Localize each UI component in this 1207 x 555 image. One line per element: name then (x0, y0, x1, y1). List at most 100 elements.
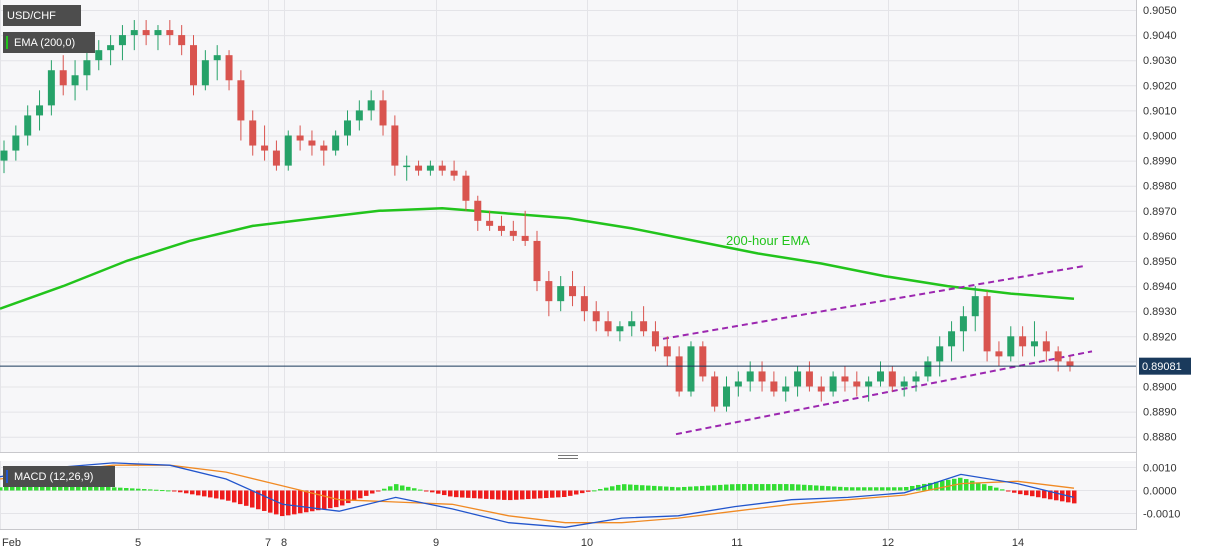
candle-down (320, 145, 328, 151)
time-axis: Feb 5 7 8 9 10 11 12 14 (2, 537, 1024, 549)
histogram-bar (886, 487, 891, 491)
histogram-bar (40, 484, 45, 491)
histogram-bar (736, 484, 741, 491)
channel-upper-line (662, 265, 1085, 340)
histogram-bar (742, 484, 747, 491)
candle-down (663, 346, 671, 357)
candle-down (296, 135, 304, 141)
histogram-bar (1018, 490, 1023, 495)
candle-up (343, 120, 351, 136)
candle-up (332, 135, 340, 151)
indicator-tag[interactable]: EMA (200,0) (3, 32, 95, 53)
histogram-bar (814, 485, 819, 491)
candle-down (580, 296, 588, 312)
macd-label: MACD (12,26,9) (14, 471, 93, 483)
candle-up (107, 45, 115, 51)
macd-tag[interactable]: MACD (12,26,9) (3, 466, 115, 487)
histogram-bar (934, 481, 939, 491)
candle-down (486, 220, 494, 226)
histogram-bar (970, 480, 975, 491)
histogram-bar (550, 490, 555, 498)
histogram-bar (766, 484, 771, 491)
histogram-bar (262, 490, 267, 511)
price-tick-label: 0.9030 (1143, 55, 1177, 67)
candle-up (24, 115, 32, 136)
candle-up (118, 35, 126, 46)
histogram-bar (526, 490, 531, 500)
histogram-bar (448, 490, 453, 497)
price-tick-label: 0.8880 (1143, 432, 1177, 444)
time-tick-label: 8 (281, 537, 287, 549)
pane-resize-handle[interactable] (558, 455, 578, 459)
histogram-bar (208, 490, 213, 498)
histogram-bar (388, 486, 393, 491)
histogram-bar (1072, 490, 1077, 504)
time-tick-label: 12 (882, 537, 894, 549)
histogram-bar (1048, 490, 1053, 500)
candle-down (699, 346, 707, 377)
histogram-bar (1000, 489, 1005, 491)
histogram-bar (10, 486, 15, 491)
histogram-bar (676, 487, 681, 491)
histogram-bar (106, 486, 111, 491)
candle-down (888, 371, 896, 387)
candle-down (415, 165, 423, 171)
price-tick-label: 0.8950 (1143, 256, 1177, 268)
candle-up (1030, 341, 1038, 347)
histogram-bar (556, 490, 561, 498)
candles (0, 20, 1074, 412)
histogram-bar (112, 487, 117, 491)
histogram-bar (478, 490, 483, 499)
candle-down (1066, 361, 1074, 367)
candle-up (367, 100, 375, 111)
histogram-bar (790, 484, 795, 491)
histogram-bar (82, 485, 87, 491)
symbol-tag[interactable]: USD/CHF (3, 5, 81, 26)
candle-down (249, 120, 257, 146)
histogram-bar (808, 485, 813, 491)
histogram-bar (664, 486, 669, 491)
indicator-label: EMA (200,0) (14, 37, 75, 49)
histogram-bar (370, 490, 375, 494)
histogram-bar (46, 484, 51, 491)
histogram-bar (220, 490, 225, 500)
histogram-bar (838, 486, 843, 491)
histogram-bar (592, 490, 597, 492)
histogram-bar (598, 489, 603, 491)
histogram-bar (142, 489, 147, 491)
histogram-bar (574, 490, 579, 495)
histogram-bar (400, 485, 405, 491)
histogram-bar (646, 485, 651, 491)
histogram-bar (340, 490, 345, 506)
candle-down (261, 145, 269, 151)
histogram-bar (232, 490, 237, 503)
histogram-bar (196, 490, 201, 496)
candle-up (213, 55, 221, 61)
macd-pane: 0.0010 0.0000 -0.0010 MACD (12,26,9) (0, 461, 1180, 529)
price-tick-label: 0.8990 (1143, 156, 1177, 168)
candle-up (403, 165, 411, 168)
candle-up (71, 75, 79, 86)
histogram-bar (724, 484, 729, 491)
symbol-label: USD/CHF (7, 10, 56, 22)
histogram-bar (940, 480, 945, 491)
rising-channel (662, 265, 1093, 436)
signal-line (0, 464, 1075, 524)
histogram-bar (580, 490, 585, 494)
candle-up (557, 286, 565, 302)
histogram-bar (910, 485, 915, 491)
histogram-bar (928, 482, 933, 491)
histogram-bar (628, 484, 633, 491)
candle-down (841, 376, 849, 382)
channel-lower-line (675, 350, 1093, 436)
candle-up (12, 135, 20, 151)
histogram-bar (898, 487, 903, 491)
price-tick-label: 0.9020 (1143, 80, 1177, 92)
time-tick-label: 11 (731, 537, 742, 549)
histogram-bar (154, 489, 159, 491)
macd-tick-label: 0.0010 (1143, 463, 1177, 475)
ema-annotation: 200-hour EMA (726, 233, 810, 248)
histogram-bar (100, 486, 105, 491)
candle-down (675, 356, 683, 392)
candle-down (533, 240, 541, 282)
